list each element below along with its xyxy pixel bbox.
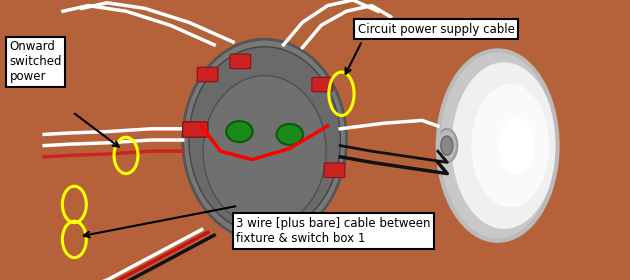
Text: Circuit power supply cable: Circuit power supply cable [358, 23, 515, 36]
Ellipse shape [226, 121, 253, 142]
Ellipse shape [441, 136, 453, 155]
Ellipse shape [452, 62, 556, 229]
Ellipse shape [189, 47, 340, 233]
FancyBboxPatch shape [183, 122, 208, 137]
FancyBboxPatch shape [271, 218, 292, 233]
Ellipse shape [438, 50, 558, 241]
Ellipse shape [183, 39, 346, 241]
FancyBboxPatch shape [197, 67, 218, 82]
Ellipse shape [203, 76, 326, 227]
Text: 3 wire [plus bare] cable between
fixture & switch box 1: 3 wire [plus bare] cable between fixture… [236, 217, 431, 245]
Text: Onward
switched
power: Onward switched power [9, 40, 62, 83]
Ellipse shape [277, 124, 303, 145]
Ellipse shape [499, 117, 535, 174]
FancyBboxPatch shape [312, 77, 333, 92]
FancyBboxPatch shape [324, 163, 345, 178]
FancyBboxPatch shape [230, 54, 251, 69]
Ellipse shape [437, 129, 457, 162]
Ellipse shape [471, 84, 549, 207]
